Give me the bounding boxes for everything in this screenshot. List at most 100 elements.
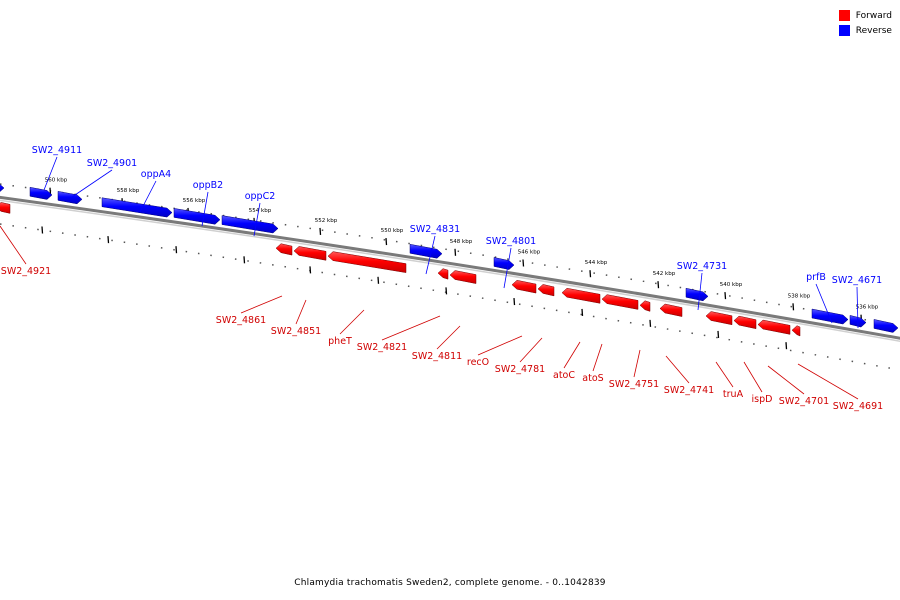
inner-scale-tick: [377, 276, 380, 284]
reverse-swatch: [838, 25, 850, 36]
forward-gene[interactable]: [449, 270, 477, 284]
reverse-gene-label[interactable]: SW2_4801: [486, 236, 536, 247]
forward-gene-leader-line: [633, 349, 641, 378]
scale-tick-label: 542 kbp: [653, 271, 676, 277]
forward-gene[interactable]: [791, 325, 801, 337]
forward-gene-label[interactable]: truA: [723, 389, 744, 400]
inner-scale-tick: [513, 298, 516, 306]
forward-gene-leader-line: [339, 309, 365, 335]
forward-gene-label[interactable]: recO: [467, 357, 489, 368]
inner-scale-tick: [107, 236, 110, 244]
scale-tick: [385, 237, 388, 246]
reverse-gene-label[interactable]: oppC2: [245, 191, 276, 202]
reverse-gene-leader-line: [697, 272, 703, 311]
reverse-gene-label[interactable]: oppB2: [193, 180, 223, 191]
reverse-gene-label[interactable]: SW2_4831: [410, 224, 460, 235]
forward-gene-leader-line: [0, 225, 27, 265]
reverse-gene-leader-line: [43, 156, 58, 191]
reverse-gene-label[interactable]: SW2_4911: [32, 145, 82, 156]
forward-gene-label[interactable]: SW2_4861: [216, 315, 266, 326]
reverse-gene[interactable]: [221, 215, 279, 234]
scale-tick: [792, 303, 795, 311]
reverse-gene[interactable]: [173, 208, 221, 225]
forward-gene-label[interactable]: SW2_4821: [357, 342, 407, 353]
forward-gene-leader-line: [477, 335, 523, 356]
legend: Forward Reverse: [838, 8, 892, 38]
forward-gene-leader-line: [381, 315, 441, 341]
forward-gene-label[interactable]: atoS: [582, 373, 603, 384]
scale-tick: [522, 259, 525, 267]
inner-scale-tick: [785, 342, 788, 350]
scale-tick-label: 560 kbp: [45, 178, 68, 184]
forward-gene[interactable]: [659, 303, 683, 317]
forward-gene-leader-line: [436, 325, 461, 350]
scale-tick: [589, 270, 592, 278]
forward-gene[interactable]: [639, 300, 651, 312]
forward-gene[interactable]: [561, 287, 601, 304]
forward-gene[interactable]: [327, 251, 407, 273]
reverse-gene[interactable]: [0, 182, 5, 192]
forward-gene-label[interactable]: SW2_4851: [271, 326, 321, 337]
forward-gene[interactable]: [705, 311, 733, 326]
forward-gene-label[interactable]: SW2_4701: [779, 396, 829, 407]
forward-gene-label[interactable]: SW2_4691: [833, 401, 883, 412]
scale-tick-label: 536 kbp: [856, 305, 879, 311]
reverse-gene-label[interactable]: SW2_4731: [677, 261, 727, 272]
reverse-gene-leader-line: [71, 169, 113, 198]
legend-forward-label: Forward: [855, 10, 892, 21]
forward-gene-label[interactable]: pheT: [328, 336, 352, 347]
forward-gene[interactable]: [601, 294, 639, 310]
scale-tick: [454, 248, 457, 256]
forward-gene-label[interactable]: ispD: [752, 394, 773, 405]
scale-tick-label: 544 kbp: [585, 260, 608, 266]
forward-gene-label[interactable]: SW2_4921: [1, 266, 51, 277]
reverse-gene-label[interactable]: SW2_4901: [87, 158, 137, 169]
legend-forward: Forward: [838, 8, 892, 23]
inner-scale-tick: [309, 266, 312, 274]
inner-scale-tick: [175, 246, 178, 254]
forward-gene[interactable]: [537, 284, 555, 297]
scale-tick-label: 540 kbp: [720, 282, 743, 288]
genome-backbone-shadow: [0, 199, 900, 342]
reverse-gene-leader-line: [503, 247, 512, 289]
inner-scale-tick: [445, 287, 448, 295]
forward-gene[interactable]: [275, 243, 293, 256]
scale-tick-label: 552 kbp: [315, 218, 338, 224]
forward-gene-leader-line: [563, 341, 581, 369]
reverse-gene[interactable]: [493, 257, 515, 270]
forward-gene[interactable]: [757, 319, 791, 335]
forward-gene-leader-line: [665, 355, 690, 384]
reverse-gene-label[interactable]: SW2_4671: [832, 275, 882, 286]
reverse-gene-label[interactable]: oppA4: [141, 169, 171, 180]
reverse-gene-label[interactable]: prfB: [806, 272, 826, 283]
reverse-gene[interactable]: [101, 197, 173, 218]
reverse-gene[interactable]: [811, 308, 849, 325]
reverse-gene[interactable]: [29, 186, 53, 200]
inner-scale-tick: [41, 226, 44, 234]
forward-gene-label[interactable]: SW2_4781: [495, 364, 545, 375]
inner-scale-tick: [243, 256, 246, 264]
forward-gene-label[interactable]: SW2_4751: [609, 379, 659, 390]
forward-gene-leader-line: [797, 363, 859, 400]
forward-gene[interactable]: [733, 315, 757, 330]
reverse-gene[interactable]: [873, 319, 899, 333]
forward-gene-leader-line: [592, 343, 603, 372]
forward-gene-label[interactable]: SW2_4741: [664, 385, 714, 396]
forward-gene[interactable]: [511, 279, 537, 294]
genome-backbone: [0, 195, 900, 340]
reverse-gene[interactable]: [57, 191, 83, 205]
reverse-gene[interactable]: [685, 287, 709, 302]
forward-gene-leader-line: [295, 299, 307, 325]
forward-gene[interactable]: [293, 246, 327, 261]
forward-gene-label[interactable]: SW2_4811: [412, 351, 462, 362]
scale-tick-label: 554 kbp: [249, 208, 272, 214]
scale-tick-label: 548 kbp: [450, 239, 473, 245]
scale-tick-label: 556 kbp: [183, 198, 206, 204]
scale-tick: [319, 227, 322, 235]
forward-gene-label[interactable]: atoC: [553, 370, 575, 381]
forward-gene[interactable]: [437, 268, 449, 280]
forward-gene[interactable]: [0, 202, 11, 214]
reverse-gene[interactable]: [409, 243, 443, 259]
scale-tick: [657, 281, 660, 289]
